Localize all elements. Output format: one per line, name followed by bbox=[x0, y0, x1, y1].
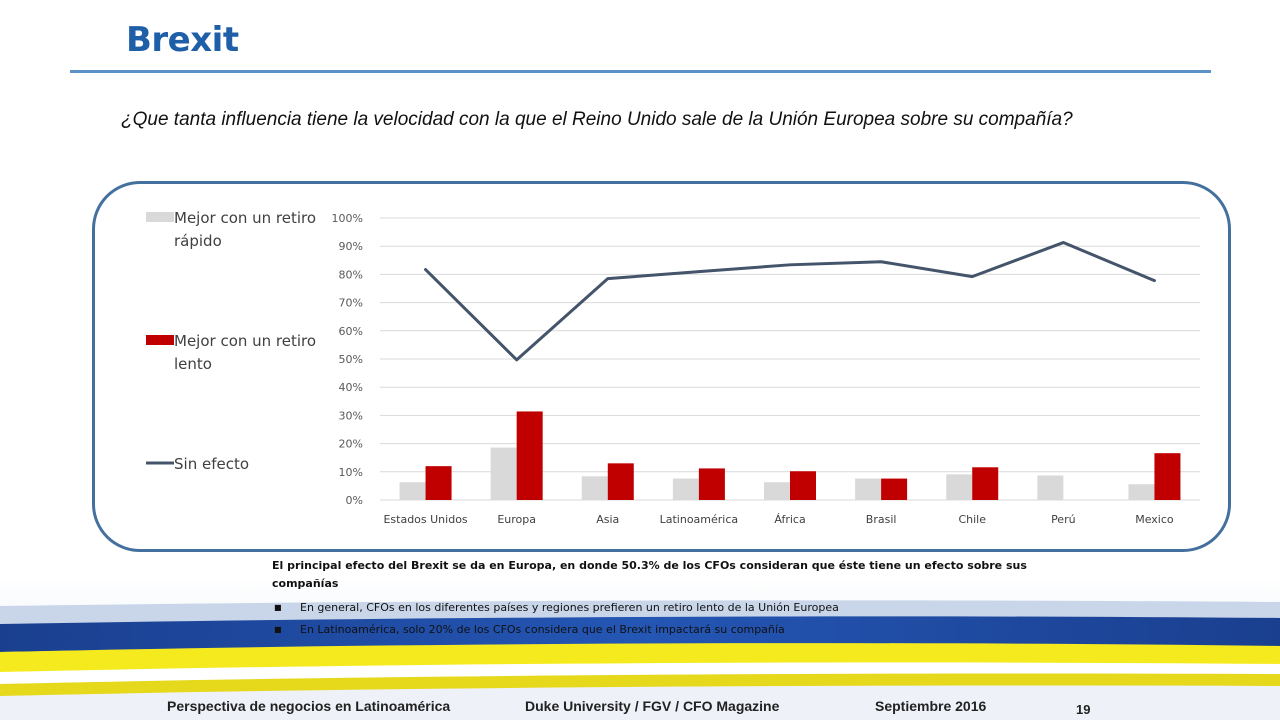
page-number: 19 bbox=[1076, 702, 1091, 717]
bar bbox=[1154, 453, 1181, 500]
footer-date: Septiembre 2016 bbox=[875, 698, 987, 714]
footer-sources: Duke University / FGV / CFO Magazine bbox=[525, 698, 780, 714]
findings-bullet: ■ En Latinoamérica, solo 20% de los CFOs… bbox=[272, 621, 1062, 639]
y-tick-label: 40% bbox=[339, 381, 363, 394]
findings-bullet-text: En general, CFOs en los diferentes paíse… bbox=[300, 601, 839, 614]
y-tick-label: 80% bbox=[339, 268, 363, 281]
bar bbox=[855, 478, 882, 500]
legend-label: Mejor con un retiro bbox=[174, 332, 316, 350]
chart: 0% 10% 20% 30% 40% 50% 60% 70% 80% 90% 100% Estado… bbox=[146, 209, 1200, 526]
findings-lead: El principal efecto del Brexit se da en … bbox=[272, 559, 1027, 590]
bar bbox=[399, 482, 426, 500]
bar bbox=[1128, 484, 1155, 500]
bar bbox=[490, 447, 517, 500]
survey-question: ¿Que tanta influencia tiene la velocidad… bbox=[121, 109, 1073, 130]
x-tick-label: Latinoamérica bbox=[660, 513, 739, 526]
y-tick-label: 50% bbox=[339, 353, 363, 366]
y-tick-label: 30% bbox=[339, 409, 363, 422]
bar bbox=[698, 468, 725, 500]
legend-label: lento bbox=[174, 355, 212, 373]
y-tick-labels: 0% 10% 20% 30% 40% 50% 60% 70% 80% 90% 100% bbox=[332, 212, 363, 507]
bullet-marker: ■ bbox=[274, 603, 282, 612]
legend-label: Sin efecto bbox=[174, 455, 249, 473]
bar bbox=[607, 463, 634, 500]
legend-swatch bbox=[146, 212, 174, 222]
x-tick-label: Mexico bbox=[1135, 513, 1174, 526]
line-series bbox=[424, 241, 1156, 362]
x-tick-labels: Estados Unidos Europa Asia Latinoamérica Áfr… bbox=[383, 513, 1173, 526]
x-tick-label: África bbox=[774, 513, 805, 526]
bar bbox=[881, 478, 908, 500]
title-divider bbox=[70, 70, 1211, 73]
bar bbox=[672, 478, 699, 500]
bar bbox=[764, 482, 790, 500]
bar bbox=[1037, 475, 1064, 500]
line-series-sin-efecto bbox=[424, 241, 1156, 362]
bar bbox=[425, 466, 452, 500]
bar bbox=[946, 474, 973, 500]
x-tick-label: Perú bbox=[1051, 513, 1076, 526]
x-tick-label: Chile bbox=[958, 513, 986, 526]
findings-bullet: ■ En general, CFOs en los diferentes paí… bbox=[272, 599, 1062, 617]
bar bbox=[516, 411, 543, 500]
legend: Mejor con un retiro rápido Mejor con un re… bbox=[146, 209, 316, 473]
y-tick-label: 20% bbox=[339, 438, 363, 451]
bars bbox=[399, 411, 1181, 500]
findings-bullet-text: En Latinoamérica, solo 20% de los CFOs c… bbox=[300, 623, 785, 636]
y-tick-label: 100% bbox=[332, 212, 363, 225]
y-tick-label: 60% bbox=[339, 325, 363, 338]
legend-label: rápido bbox=[174, 232, 222, 250]
findings-panel: El principal efecto del Brexit se da en … bbox=[272, 557, 1062, 643]
slide-title: Brexit bbox=[126, 20, 239, 60]
footer-report-name: Perspectiva de negocios en Latinoamérica bbox=[167, 698, 451, 714]
legend-label: Mejor con un retiro bbox=[174, 209, 316, 227]
x-tick-label: Estados Unidos bbox=[383, 513, 467, 526]
x-tick-label: Europa bbox=[497, 513, 536, 526]
decorative-banner bbox=[0, 578, 1280, 720]
y-tick-label: 70% bbox=[339, 297, 363, 310]
x-tick-label: Asia bbox=[596, 513, 619, 526]
bar bbox=[972, 467, 999, 500]
bar bbox=[581, 476, 608, 500]
y-tick-label: 10% bbox=[339, 466, 363, 479]
y-tick-label: 0% bbox=[346, 494, 363, 507]
x-tick-label: Brasil bbox=[866, 513, 897, 526]
bullet-marker: ■ bbox=[274, 625, 282, 634]
y-tick-label: 90% bbox=[339, 240, 363, 253]
bar bbox=[790, 471, 816, 500]
legend-swatch bbox=[146, 335, 174, 345]
